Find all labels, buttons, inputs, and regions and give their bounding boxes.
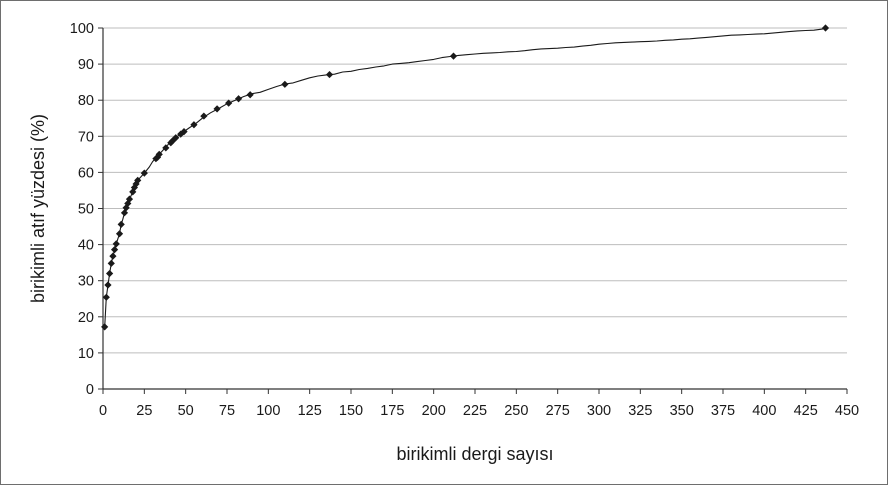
- data-point-0: [101, 323, 109, 331]
- y-axis-title: birikimli atıf yüzdesi (%): [28, 114, 48, 303]
- x-tick-label-100: 100: [256, 403, 280, 419]
- x-tick-label-25: 25: [136, 403, 152, 419]
- data-point-21: [155, 150, 163, 158]
- data-point-32: [234, 95, 243, 103]
- data-point-22: [162, 144, 170, 152]
- x-tick-label-0: 0: [99, 403, 107, 419]
- y-tick-label-100: 100: [70, 21, 94, 37]
- y-tick-label-70: 70: [78, 129, 94, 145]
- data-point-27: [180, 128, 188, 136]
- x-tick-label-325: 325: [628, 403, 652, 419]
- data-point-36: [449, 52, 458, 60]
- y-tick-label-10: 10: [78, 346, 94, 362]
- y-tick-label-60: 60: [78, 165, 94, 181]
- data-point-37: [821, 24, 830, 32]
- x-tick-label-150: 150: [339, 403, 363, 419]
- x-axis-title: birikimli dergi sayısı: [396, 444, 553, 464]
- x-tick-label-50: 50: [178, 403, 194, 419]
- y-axis-ticks: 0 10 20 30 40 50 60 70 80 90 100: [70, 21, 103, 398]
- y-tick-label-20: 20: [78, 310, 94, 326]
- data-point-34: [281, 80, 289, 88]
- y-tick-label-0: 0: [86, 382, 94, 398]
- x-tick-label-250: 250: [504, 403, 528, 419]
- x-tick-label-425: 425: [794, 403, 818, 419]
- data-point-29: [200, 112, 208, 120]
- y-tick-label-90: 90: [78, 57, 94, 73]
- y-tick-label-80: 80: [78, 93, 94, 109]
- data-point-9: [117, 220, 125, 228]
- data-point-28: [190, 121, 198, 129]
- x-tick-label-400: 400: [752, 403, 776, 419]
- gridlines: [103, 27, 847, 354]
- data-point-4: [107, 259, 115, 267]
- x-tick-label-200: 200: [422, 403, 446, 419]
- x-tick-label-225: 225: [463, 403, 487, 419]
- x-tick-label-375: 375: [711, 403, 735, 419]
- data-point-6: [110, 246, 119, 254]
- x-tick-label-175: 175: [380, 403, 404, 419]
- data-point-8: [115, 230, 124, 238]
- x-axis-ticks: 0 25 50 75 100 125 150 175 200 225 250 275 300 325 350…: [99, 389, 859, 419]
- data-point-31: [225, 99, 233, 107]
- x-tick-label-275: 275: [546, 403, 570, 419]
- x-tick-label-350: 350: [670, 403, 694, 419]
- series-line: [104, 27, 826, 327]
- data-point-2: [104, 281, 112, 289]
- x-tick-label-300: 300: [587, 403, 611, 419]
- data-point-25: [172, 134, 180, 142]
- x-tick-label-450: 450: [835, 403, 859, 419]
- y-tick-label-30: 30: [78, 274, 94, 290]
- data-point-35: [325, 70, 334, 79]
- data-point-3: [106, 269, 114, 278]
- y-tick-label-40: 40: [78, 238, 94, 254]
- data-point-30: [213, 105, 221, 113]
- data-point-17: [134, 176, 142, 184]
- y-tick-label-50: 50: [78, 202, 94, 218]
- data-point-5: [109, 252, 117, 260]
- data-point-1: [102, 293, 110, 301]
- data-point-33: [246, 91, 254, 99]
- x-tick-label-125: 125: [298, 403, 322, 419]
- data-point-18: [140, 169, 148, 177]
- series-markers: [101, 24, 830, 331]
- x-tick-label-75: 75: [219, 403, 235, 419]
- data-point-13: [125, 195, 134, 203]
- data-point-7: [112, 240, 120, 248]
